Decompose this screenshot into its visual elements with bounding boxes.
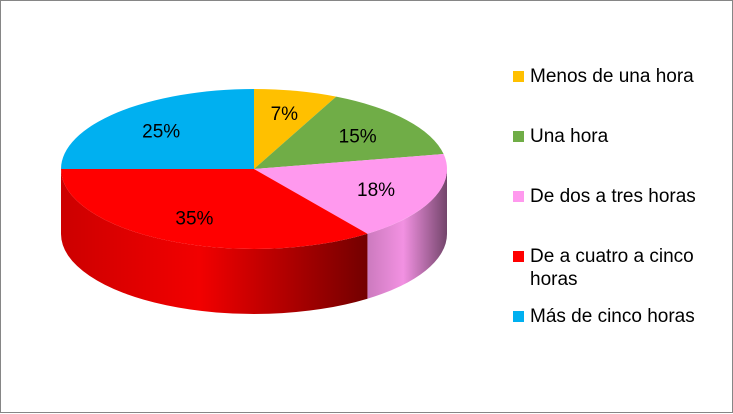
pie-slice-side <box>61 169 368 315</box>
pie-slice <box>254 89 337 169</box>
legend-swatch <box>513 311 524 322</box>
legend-swatch <box>513 71 524 82</box>
legend-label: Menos de una hora <box>530 66 694 87</box>
slice-data-label: 25% <box>142 122 180 143</box>
legend-swatch <box>513 251 524 262</box>
pie-slice-side <box>367 169 447 299</box>
slice-data-label: 35% <box>175 208 213 229</box>
slice-data-label: 15% <box>339 127 377 148</box>
pie-top <box>61 89 447 249</box>
legend-swatch <box>513 131 524 142</box>
slice-data-label: 7% <box>271 104 299 125</box>
legend-label: Una hora <box>530 126 609 147</box>
pie-slice <box>61 169 368 249</box>
pie-side-walls <box>61 169 447 315</box>
pie-slice <box>61 89 254 169</box>
legend-label: De a cuatro a cinco horas <box>530 246 694 290</box>
pie-slice <box>254 154 447 234</box>
legend-swatch <box>513 191 524 202</box>
legend-label: Más de cinco horas <box>530 306 695 327</box>
data-labels: 7% 15% 18% 35% 25% <box>142 104 395 230</box>
slice-data-label: 18% <box>357 180 395 201</box>
legend-label: De dos a tres horas <box>530 186 696 207</box>
pie-slice <box>254 96 444 169</box>
